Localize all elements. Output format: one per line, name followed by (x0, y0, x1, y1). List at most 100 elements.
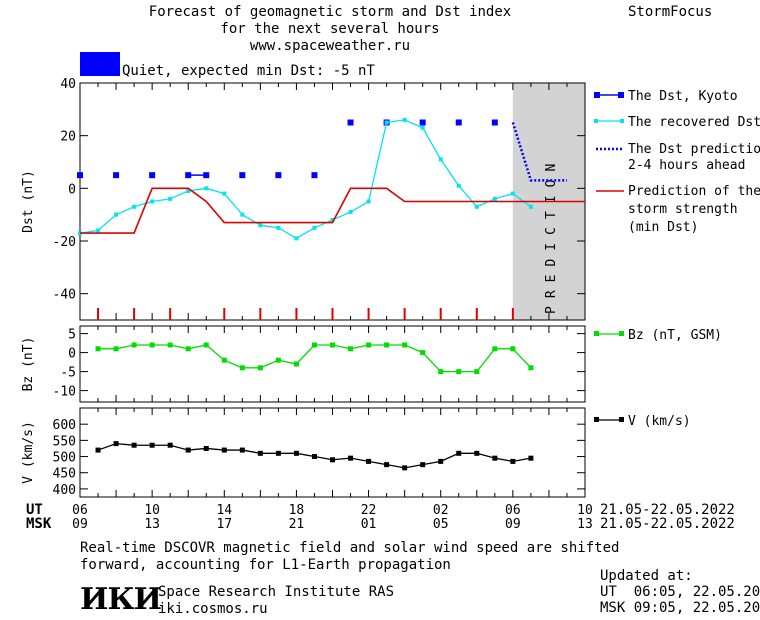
v-point (113, 441, 119, 447)
v-ytick-label: 400 (53, 483, 76, 498)
legend-dst-kyoto-label: The Dst, Kyoto (628, 89, 738, 104)
legend-strength-label-2: storm strength (628, 202, 738, 217)
dst-kyoto-point (311, 172, 318, 179)
bz-point (131, 342, 137, 348)
legend-bz-label: Bz (nT, GSM) (628, 328, 722, 343)
legend-recovered-marker (594, 119, 598, 123)
legend-recovered-label: The recovered Dst (628, 115, 760, 130)
v-point (311, 454, 317, 460)
bz-point (366, 342, 372, 348)
bz-ylabel: Bz (nT) (21, 337, 36, 392)
dst-kyoto-point (113, 172, 120, 179)
chart-subtitle: for the next several hours (220, 21, 440, 37)
v-point (221, 447, 227, 453)
storm-strength-line (80, 187, 585, 234)
dst-ytick-label: -20 (53, 235, 76, 250)
recovered-dst-point (474, 204, 479, 209)
recovered-dst-point (132, 204, 137, 209)
bz-point (167, 342, 173, 348)
recovered-dst-point (222, 191, 227, 196)
bz-panel: 5 0 -5 -10 Bz (nT) (21, 325, 586, 403)
institute-site[interactable]: iki.cosmos.ru (158, 601, 268, 617)
ut-tick-label: 14 (216, 503, 232, 518)
recovered-dst-point (420, 125, 425, 130)
bz-ytick-label: 0 (68, 347, 76, 362)
recovered-dst-point (510, 191, 515, 196)
ut-date-range: 21.05-22.05.2022 (600, 502, 735, 518)
bz-point (239, 365, 245, 371)
dst-panel: PREDICTION 40 20 0 -20 -40 Dst (nT) (21, 77, 586, 321)
bz-point (420, 350, 426, 356)
bz-point (402, 342, 408, 348)
recovered-dst-point (168, 196, 173, 201)
v-point (185, 447, 191, 453)
site-url[interactable]: www.spaceweather.ru (249, 38, 411, 54)
dst-kyoto-point (239, 172, 246, 179)
recovered-dst-point (240, 212, 245, 217)
bz-point (456, 369, 462, 375)
dst-kyoto-point (77, 172, 83, 179)
bz-point (149, 342, 155, 348)
chart-title: Forecast of geomagnetic storm and Dst in… (148, 4, 512, 20)
v-point (293, 450, 299, 456)
bz-point (293, 361, 299, 367)
prediction-label: PREDICTION (544, 156, 559, 314)
bz-point (510, 346, 516, 352)
msk-tick-label: 13 (577, 517, 593, 532)
ut-tick-label: 06 (505, 503, 521, 518)
v-point (492, 455, 498, 461)
updated-label: Updated at: (600, 568, 693, 584)
recovered-dst-point (96, 228, 101, 233)
legend-strength-label-3: (min Dst) (628, 220, 698, 235)
ut-tick-label: 18 (289, 503, 305, 518)
bz-point (330, 342, 335, 348)
msk-axis-label: MSK (26, 516, 52, 532)
bz-point (492, 346, 498, 352)
v-ytick-label: 550 (53, 434, 76, 449)
recovered-dst-point (456, 183, 461, 188)
v-point (366, 458, 372, 464)
dst-prediction-line (511, 122, 567, 182)
legend-strength-label: Prediction of the (628, 184, 760, 199)
recovered-dst-point (186, 188, 191, 193)
recovered-dst-point (438, 157, 443, 162)
dst-ylabel: Dst (nT) (21, 170, 36, 233)
dst-kyoto-point (149, 172, 156, 179)
bz-point (275, 357, 281, 363)
recovered-dst-point (384, 120, 389, 125)
v-point (384, 462, 390, 468)
v-point (474, 450, 480, 456)
bz-frame (79, 325, 586, 403)
legend-dst-kyoto-marker (618, 92, 624, 98)
v-point (95, 447, 101, 453)
updated-msk: MSK 09:05, 22.05.2022 (600, 600, 760, 616)
msk-tick-label: 09 (72, 517, 88, 532)
dst-kyoto-point (491, 119, 498, 126)
brand-label: StormFocus (628, 4, 713, 20)
v-point (330, 457, 335, 463)
recovered-dst-point (348, 210, 353, 215)
ut-tick-label: 10 (144, 503, 160, 518)
v-point (131, 442, 137, 448)
bz-point (348, 346, 354, 352)
recovered-dst-point (258, 223, 263, 228)
v-point (402, 465, 408, 471)
bz-point (113, 346, 119, 352)
dst-ytick-label: -40 (53, 288, 76, 303)
recovered-dst-line (79, 119, 532, 240)
status-text: Quiet, expected min Dst: -5 nT (122, 63, 375, 79)
dst-kyoto-point (455, 119, 462, 126)
ut-tick-label: 22 (361, 503, 377, 518)
iki-logo: ИКИ (80, 582, 162, 617)
v-point (420, 462, 426, 468)
v-point (203, 445, 209, 451)
bz-ytick-label: -5 (60, 366, 76, 381)
v-point (528, 455, 534, 461)
dst-kyoto-point (347, 119, 354, 126)
legend-dst-kyoto-marker (594, 92, 600, 98)
recovered-dst-point (402, 117, 407, 122)
institute-name: Space Research Institute RAS (158, 584, 395, 600)
dst-ytick-label: 40 (60, 77, 76, 92)
